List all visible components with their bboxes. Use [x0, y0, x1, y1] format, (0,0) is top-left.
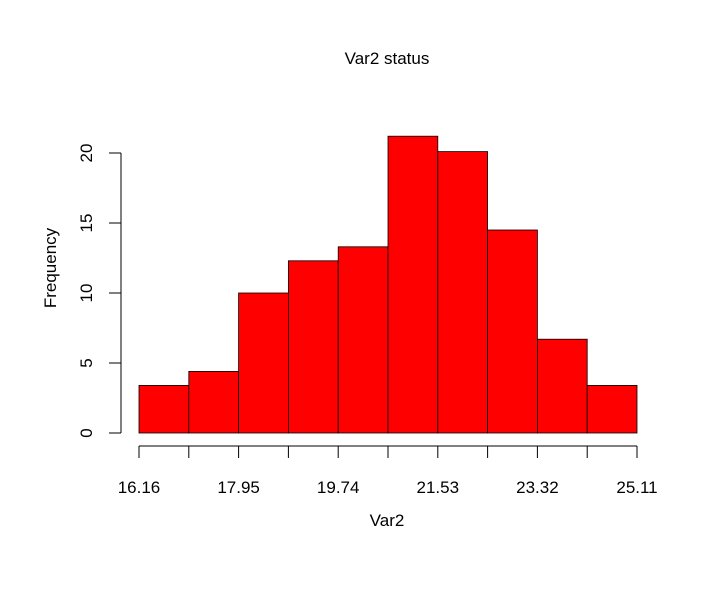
- y-tick-label-2: 5: [77, 358, 96, 367]
- x-tick-label-6: 25.11: [616, 478, 657, 497]
- x-tick-label-4: 21.53: [417, 478, 460, 497]
- y-tick-label-5: 20: [77, 144, 96, 163]
- histogram-bar-9: [537, 338, 588, 434]
- histogram-bar-10: [586, 384, 638, 434]
- x-tick-label-5: 23.32: [516, 478, 559, 497]
- x-tick-label-2: 17.95: [217, 478, 260, 497]
- chart-title: Var2 status: [345, 49, 430, 68]
- x-tick-label-1: 16.16: [118, 478, 161, 497]
- y-tick-label-4: 15: [77, 214, 96, 233]
- histogram-bar-4: [287, 260, 339, 434]
- x-tick-label-3: 19.74: [317, 478, 360, 497]
- x-axis: 16.16 17.95 19.74 21.53 23.32 25.11: [118, 445, 658, 497]
- y-axis: 0 5 10 15 20: [77, 144, 122, 438]
- bars-group: [138, 135, 638, 434]
- histogram-bar-5: [337, 246, 389, 434]
- y-tick-label-1: 0: [77, 428, 96, 437]
- histogram-bar-2: [188, 370, 240, 434]
- histogram-bar-8: [487, 229, 538, 434]
- histogram-bar-1: [138, 384, 190, 434]
- x-axis-label: Var2: [370, 511, 405, 530]
- histogram-bar-3: [238, 292, 289, 434]
- y-tick-label-3: 10: [77, 284, 96, 303]
- y-axis-label: Frequency: [41, 227, 60, 308]
- histogram-bar-6: [387, 135, 439, 434]
- histogram-bar-7: [437, 151, 488, 434]
